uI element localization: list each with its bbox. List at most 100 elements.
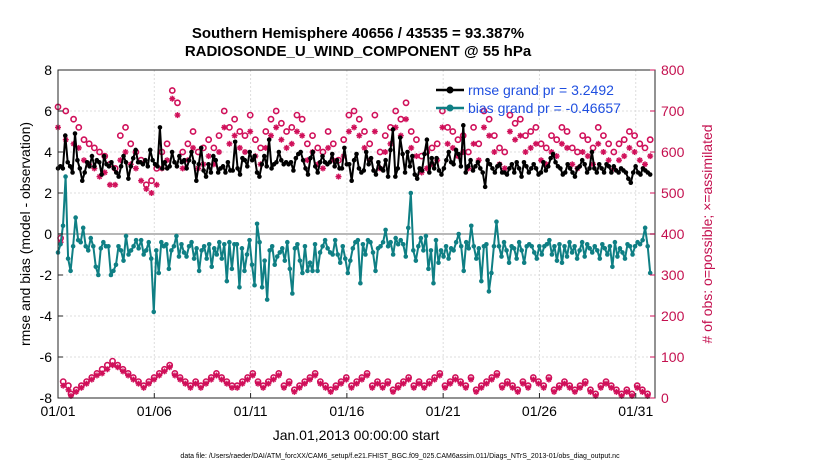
rmse-point (579, 157, 585, 163)
rmse-point (232, 139, 238, 145)
bias-point (537, 244, 542, 249)
obs-possible-marker (116, 132, 124, 139)
rmse-point (436, 168, 442, 173)
bias-point (647, 270, 653, 276)
obs-assimilated-marker (371, 128, 378, 135)
bias-point (65, 256, 71, 261)
rmse-point (582, 162, 587, 167)
obs-assimilated-marker (319, 165, 326, 172)
rmse-point (507, 166, 512, 171)
obs-assimilated-marker (83, 380, 90, 387)
asterisk-stroke (122, 149, 129, 155)
obs-assimilated-marker (514, 388, 521, 395)
bias-point (239, 246, 245, 251)
obs-assimilated-marker (561, 380, 568, 387)
obs-assimilated-marker (416, 380, 423, 387)
obs-assimilated-marker (584, 153, 591, 160)
y2-axis-label: # of obs: o=possible; ×=assimilated (699, 124, 715, 343)
obs-possible-marker (626, 128, 633, 135)
bias-point (113, 262, 119, 268)
rmse-point (70, 170, 75, 175)
rmse-point (167, 164, 172, 169)
bias-point (169, 248, 174, 253)
asterisk-stroke (278, 137, 284, 143)
bias-point (600, 241, 605, 247)
bias-point (602, 246, 608, 251)
rmse-point (431, 166, 437, 171)
obs-assimilated-marker (283, 144, 290, 151)
bias-point (504, 248, 509, 253)
obs-assimilated-marker (208, 376, 215, 383)
bias-point (642, 225, 648, 231)
bias-point (96, 272, 101, 278)
asterisk-stroke (104, 366, 110, 372)
obs-assimilated-marker (234, 384, 241, 391)
rmse-point (511, 170, 517, 175)
obs-assimilated-marker (73, 388, 80, 395)
obs-assimilated-marker (522, 149, 529, 155)
bias-point (350, 246, 356, 251)
obs-possible-marker (371, 111, 379, 119)
bias-point (456, 231, 461, 237)
rmse-point (160, 166, 165, 171)
asterisk-stroke (151, 376, 157, 383)
asterisk-stroke (346, 128, 352, 135)
bias-point (106, 244, 111, 249)
obs-possible-marker (80, 136, 88, 144)
obs-assimilated-marker (356, 132, 363, 139)
asterisk-stroke (335, 174, 342, 180)
rmse-point (186, 157, 192, 163)
obs-possible-marker (485, 115, 493, 123)
obs-assimilated-marker (65, 386, 72, 393)
obs-assimilated-marker (273, 124, 280, 131)
asterisk-stroke (556, 385, 562, 391)
obs-possible-marker (267, 115, 275, 123)
obs-possible-marker (449, 128, 457, 135)
obs-assimilated-marker (379, 384, 386, 391)
asterisk-stroke (406, 376, 412, 383)
bias-point (257, 239, 262, 245)
rmse-point (113, 170, 119, 175)
asterisk-stroke (283, 145, 290, 151)
bias-point (126, 252, 131, 257)
asterisk-stroke (117, 157, 123, 163)
legend-bias-label: bias grand pr = -0.46657 (468, 100, 621, 116)
bias-point (529, 244, 535, 249)
asterisk-stroke (520, 381, 526, 387)
bias-point (547, 237, 552, 243)
rmse-point (630, 170, 636, 175)
rmse-point (259, 162, 265, 167)
asterisk-stroke (65, 387, 71, 393)
rmse-point (174, 164, 180, 169)
bias-point (393, 235, 398, 241)
rmse-point (385, 174, 391, 179)
obs-assimilated-marker (262, 144, 269, 151)
obs-assimilated-marker (439, 124, 446, 131)
bias-point (574, 256, 580, 261)
rmse-point (594, 170, 600, 175)
rmse-point (371, 168, 376, 173)
asterisk-stroke (541, 385, 547, 391)
obs-assimilated-marker (306, 376, 313, 383)
asterisk-stroke (517, 133, 523, 139)
rmse-point (121, 153, 126, 159)
asterisk-stroke (286, 381, 292, 387)
rmse-point (242, 157, 248, 163)
rmse-point (477, 166, 483, 171)
asterisk-stroke (260, 385, 266, 391)
asterisk-stroke (81, 157, 87, 163)
obs-assimilated-marker (535, 380, 542, 387)
obs-assimilated-marker (322, 384, 329, 391)
bias-point (511, 246, 517, 251)
rmse-point (487, 162, 493, 167)
bias-point (443, 244, 449, 249)
obs-assimilated-marker (338, 380, 345, 387)
rmse-point (264, 164, 270, 169)
obs-assimilated-marker (421, 384, 428, 391)
obs-assimilated-marker (301, 380, 308, 387)
bias-point (390, 252, 396, 257)
bias-point (206, 241, 212, 247)
rmse-point (419, 168, 425, 173)
obs-assimilated-marker (299, 132, 306, 139)
bias-point (116, 244, 121, 249)
